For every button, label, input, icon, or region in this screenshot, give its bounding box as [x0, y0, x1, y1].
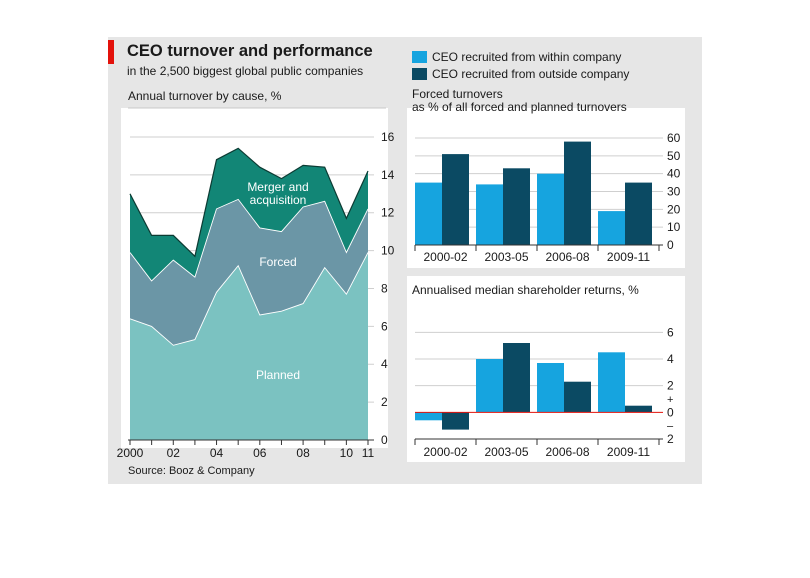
- returns-category-label: 2003-05: [484, 445, 528, 459]
- legend-label-within: CEO recruited from within company: [432, 50, 622, 64]
- returns-bar-within: [598, 352, 625, 413]
- area-y-tick-label: 14: [381, 168, 395, 182]
- returns-sign-marker: +: [667, 394, 673, 406]
- forced-category-label: 2006-08: [545, 250, 589, 264]
- returns-sign-marker: –: [667, 421, 674, 433]
- area-y-tick-label: 4: [381, 357, 388, 371]
- forced-subtitle: as % of all forced and planned turnovers: [412, 100, 627, 114]
- returns-bar-within: [537, 363, 564, 413]
- area-x-tick-label: 04: [210, 446, 224, 460]
- legend-swatch-outside: [412, 68, 427, 80]
- area-merger-line: [129, 147, 369, 258]
- forced-y-tick-label: 30: [667, 185, 681, 199]
- forced-category-label: 2000-02: [423, 250, 467, 264]
- red-tag: [108, 40, 114, 64]
- forced-bar-outside: [503, 168, 530, 245]
- area-x-tick-label: 02: [167, 446, 181, 460]
- area-forced-line: [129, 198, 369, 282]
- returns-y-tick-label: 0: [667, 405, 674, 419]
- source-note: Source: Booz & Company: [128, 465, 255, 477]
- forced-bar-outside: [442, 154, 469, 245]
- forced-title: Forced turnovers: [412, 87, 503, 101]
- area-y-tick-label: 8: [381, 281, 388, 295]
- forced-y-tick-label: 40: [667, 167, 681, 181]
- returns-bar-within: [415, 412, 442, 421]
- forced-bar-within: [598, 211, 625, 245]
- returns-category-label: 2009-11: [607, 445, 650, 459]
- area-x-tick-label: 10: [340, 446, 354, 460]
- legend-label-outside: CEO recruited from outside company: [432, 67, 630, 81]
- area-label-merger-line2: acquisition: [250, 193, 307, 207]
- area-y-tick-label: 16: [381, 130, 395, 144]
- area-y-tick-label: 6: [381, 319, 388, 333]
- forced-bar-within: [415, 182, 442, 245]
- forced-y-tick-label: 20: [667, 202, 681, 216]
- forced-bar-within: [537, 173, 564, 245]
- area-forced: [130, 199, 368, 346]
- area-label-forced: Forced: [259, 255, 296, 269]
- area-label-planned: Planned: [256, 368, 300, 382]
- area-x-tick-label: 08: [296, 446, 310, 460]
- returns-y-tick-label: 4: [667, 352, 674, 366]
- legend-swatch-within: [412, 51, 427, 63]
- area-x-tick-label: 06: [253, 446, 267, 460]
- area-y-tick-label: 10: [381, 244, 395, 258]
- area-x-tick-label: 11: [362, 446, 375, 460]
- forced-category-label: 2009-11: [607, 250, 650, 264]
- forced-bar-outside: [564, 141, 591, 245]
- returns-bar-outside: [442, 412, 469, 430]
- forced-y-tick-label: 50: [667, 149, 681, 163]
- forced-bar-outside: [625, 182, 652, 245]
- area-label-merger-line1: Merger and: [247, 180, 308, 194]
- area-y-tick-label: 2: [381, 395, 388, 409]
- chart-subtitle: in the 2,500 biggest global public compa…: [127, 64, 364, 78]
- returns-bar-within: [476, 359, 503, 413]
- returns-category-label: 2006-08: [545, 445, 589, 459]
- returns-bar-outside: [625, 405, 652, 413]
- returns-category-label: 2000-02: [423, 445, 467, 459]
- forced-bar-within: [476, 184, 503, 245]
- area-planned-line: [129, 252, 369, 346]
- returns-y-tick-label: 2: [667, 379, 674, 393]
- returns-bar-outside: [503, 343, 530, 413]
- chart-title: CEO turnover and performance: [127, 42, 373, 60]
- area-y-tick-label: 12: [381, 206, 395, 220]
- area-chart-subtitle: Annual turnover by cause, %: [128, 89, 282, 103]
- area-merger: [130, 148, 368, 281]
- forced-y-tick-label: 0: [667, 238, 674, 252]
- area-x-tick-label: 2000: [117, 446, 144, 460]
- forced-y-tick-label: 60: [667, 131, 681, 145]
- forced-category-label: 2003-05: [484, 250, 528, 264]
- area-planned: [130, 252, 368, 440]
- returns-bar-outside: [564, 381, 591, 413]
- forced-y-tick-label: 10: [667, 220, 681, 234]
- returns-y-tick-label: 2: [667, 432, 674, 446]
- returns-title: Annualised median shareholder returns, %: [412, 283, 639, 297]
- returns-y-tick-label: 6: [667, 325, 674, 339]
- area-y-tick-label: 0: [381, 433, 388, 447]
